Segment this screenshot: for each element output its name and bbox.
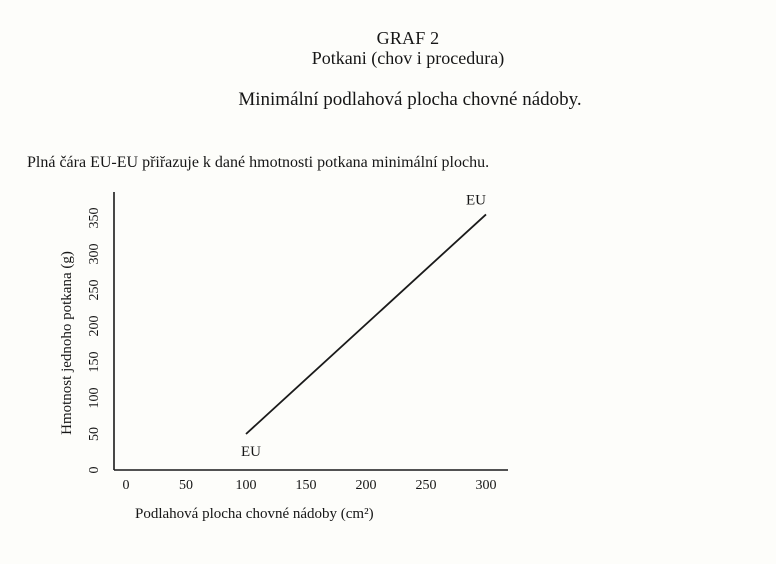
page-title: GRAF 2 <box>376 28 440 48</box>
page-subtitle: Potkani (chov i procedura) <box>311 48 505 68</box>
x-tick-label: 200 <box>356 478 377 493</box>
x-tick-label: 100 <box>236 478 257 493</box>
series-start-label: EU <box>241 444 261 460</box>
x-tick-label: 150 <box>296 478 317 493</box>
y-tick-label: 200 <box>87 316 102 337</box>
chart-heading: Minimální podlahová plocha chovné nádoby… <box>238 89 582 110</box>
series-line-eu <box>245 213 487 435</box>
x-tick-label: 50 <box>179 478 193 493</box>
y-axis-title: Hmotnost jednoho potkana (g) <box>59 251 75 435</box>
series-end-label: EU <box>466 192 486 208</box>
chart-caption: Plná čára EU-EU přiřazuje k dané hmotnos… <box>27 154 490 171</box>
y-tick-label: 0 <box>87 467 102 474</box>
x-axis-title: Podlahová plocha chovné nádoby (cm²) <box>135 506 374 522</box>
y-tick-label: 350 <box>87 208 102 229</box>
y-tick-label: 100 <box>87 388 102 409</box>
y-tick-label: 300 <box>87 244 102 265</box>
x-tick-label: 300 <box>476 478 497 493</box>
x-tick-label: 0 <box>123 478 130 493</box>
x-tick-label: 250 <box>416 478 437 493</box>
y-tick-label: 250 <box>87 280 102 301</box>
y-tick-label: 150 <box>87 352 102 373</box>
y-tick-label: 50 <box>87 427 102 441</box>
